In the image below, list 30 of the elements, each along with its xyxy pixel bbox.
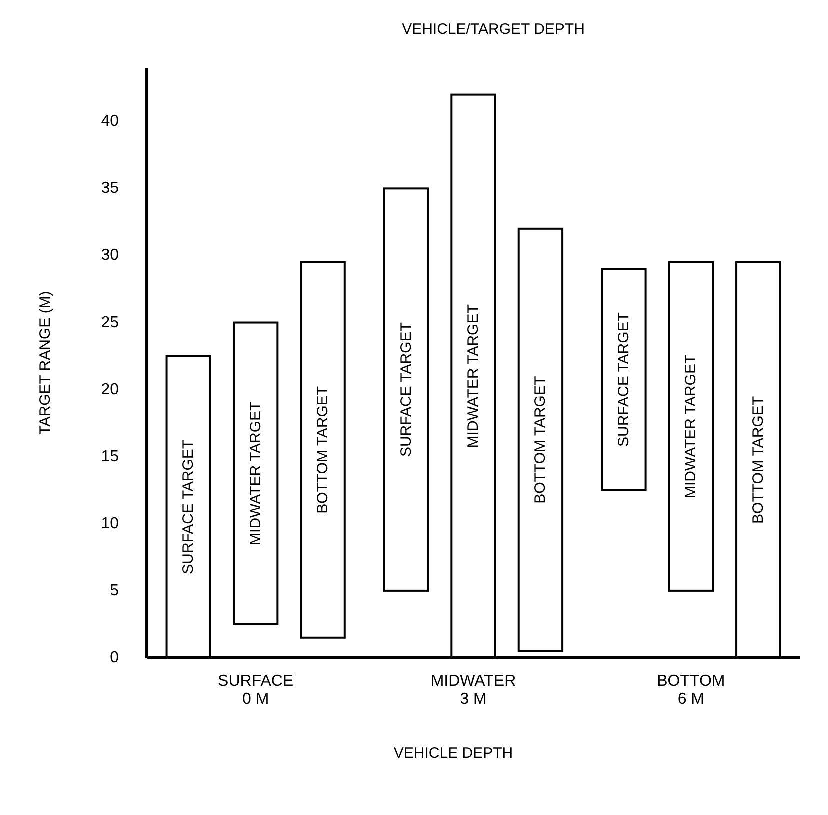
- y-tick-label: 25: [101, 314, 120, 332]
- y-tick-label: 40: [101, 113, 120, 130]
- y-axis-title: TARGET RANGE (M): [37, 291, 54, 435]
- bar: [232, 322, 279, 626]
- series-label: BOTTOM TARGET: [532, 376, 550, 504]
- bar: [300, 261, 346, 639]
- y-tick-label: 20: [101, 381, 120, 398]
- x-tick-label: SURFACE 0 M: [218, 673, 294, 708]
- x-tick-label: MIDWATER 3 M: [430, 673, 516, 708]
- y-tick-label: 15: [101, 448, 120, 466]
- text: BOTTOM TARGET: [314, 386, 332, 514]
- bar: [601, 268, 647, 492]
- y-tick-label: 0: [110, 650, 120, 666]
- chart-title: VEHICLE/TARGET DEPTH: [402, 21, 585, 38]
- series-label: MIDWATER TARGET: [682, 354, 700, 498]
- x-axis-title: VEHICLE DEPTH: [394, 745, 514, 762]
- bar: [518, 228, 564, 652]
- y-tick-label: 10: [101, 515, 120, 532]
- text: SURFACE TARGET: [398, 322, 415, 458]
- y-tick-label: 35: [101, 180, 120, 198]
- bar: [668, 261, 714, 592]
- y-tick-label: 5: [110, 582, 120, 600]
- text: MIDWATER TARGET: [247, 402, 264, 546]
- y-tick-label: 30: [101, 247, 120, 264]
- x-tick-label: BOTTOM 6 M: [657, 673, 726, 708]
- text: MIDWATER TARGET: [465, 304, 482, 448]
- text: BOTTOM TARGET: [750, 396, 767, 524]
- series-label: SURFACE TARGET: [180, 440, 198, 574]
- text: SURFACE TARGET: [615, 312, 632, 447]
- bar: [383, 188, 430, 592]
